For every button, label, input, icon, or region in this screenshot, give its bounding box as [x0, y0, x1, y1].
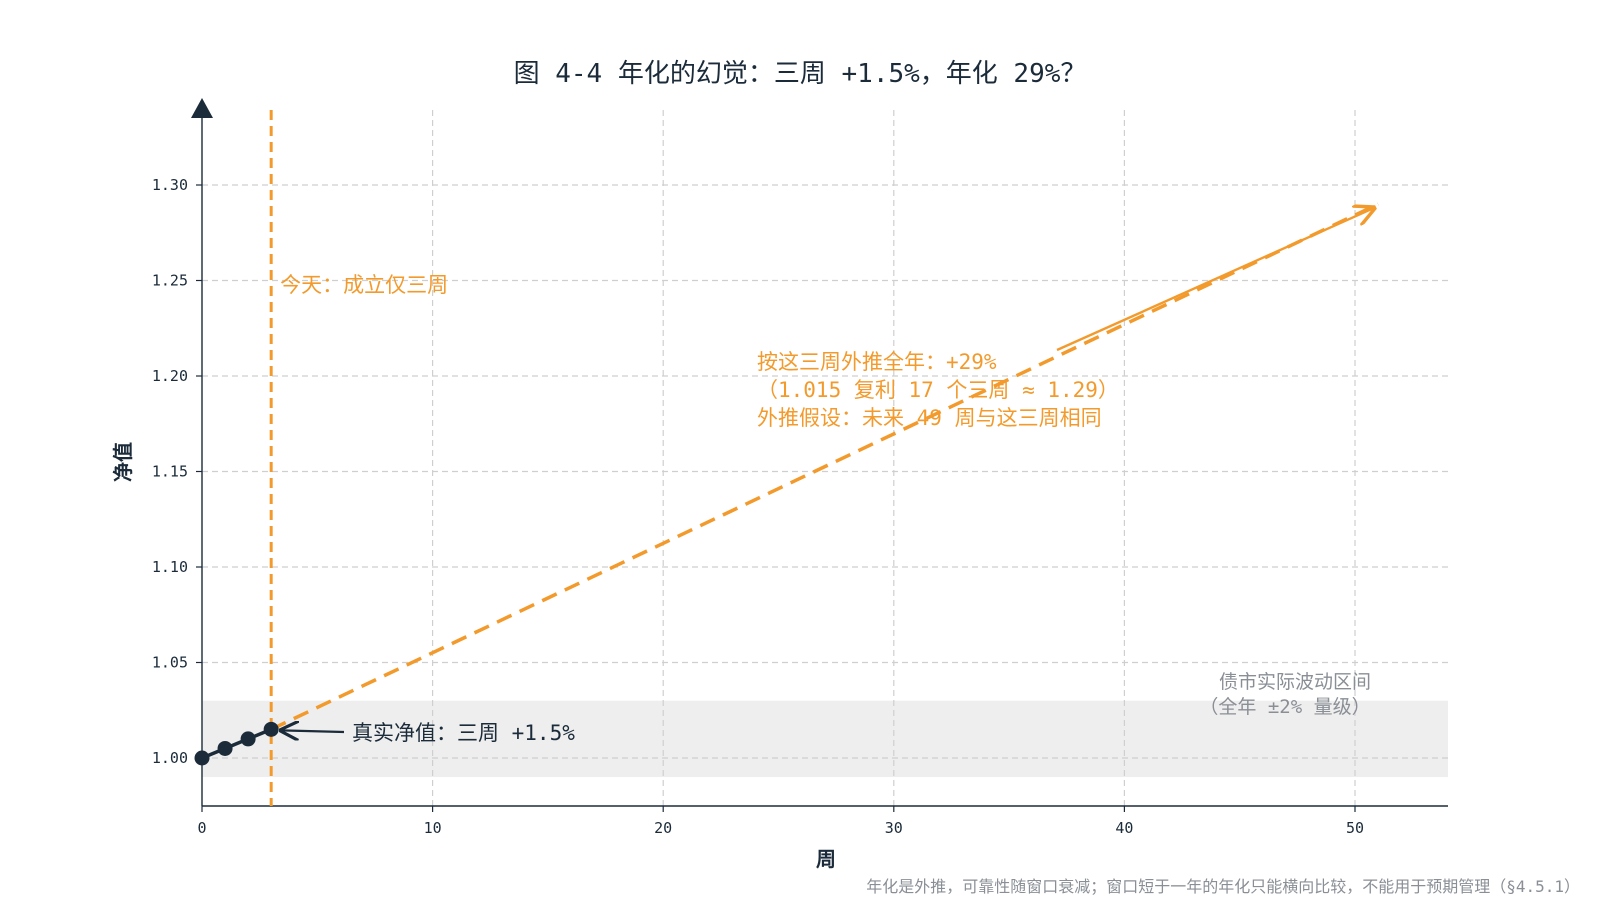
projection-annotation: （1.015 复利 17 个三周 ≈ 1.29） — [757, 378, 1119, 402]
projection-annotation: 外推假设：未来 49 周与这三周相同 — [757, 406, 1102, 430]
y-tick-label: 1.05 — [152, 654, 188, 672]
footnote: 年化是外推，可靠性随窗口衰减；窗口短于一年的年化只能横向比较，不能用于预期管理（… — [866, 877, 1580, 896]
y-axis-label: 净值 — [111, 442, 135, 482]
nav-point — [217, 740, 233, 756]
x-tick-label: 20 — [654, 819, 672, 837]
today-label: 今天：成立仅三周 — [280, 273, 448, 297]
x-tick-label: 0 — [197, 819, 206, 837]
band-label: （全年 ±2% 量级） — [1199, 696, 1370, 718]
projection-arrow — [1056, 208, 1374, 352]
y-tick-label: 1.20 — [152, 367, 188, 385]
x-tick-label: 40 — [1115, 819, 1133, 837]
chart-title: 图 4-4 年化的幻觉：三周 +1.5%，年化 29%？ — [514, 59, 1087, 89]
y-axis-arrow — [191, 98, 213, 118]
x-axis-label: 周 — [816, 847, 836, 871]
nav-point — [194, 750, 210, 766]
nav-arrow — [281, 730, 345, 732]
nav-point — [263, 721, 279, 737]
y-tick-label: 1.10 — [152, 558, 188, 576]
band-label: 债市实际波动区间 — [1219, 671, 1371, 693]
x-tick-label: 50 — [1346, 819, 1364, 837]
y-tick-label: 1.25 — [152, 272, 188, 290]
y-tick-label: 1.00 — [152, 749, 188, 767]
x-tick-label: 30 — [885, 819, 903, 837]
y-tick-label: 1.15 — [152, 463, 188, 481]
y-tick-label: 1.30 — [152, 176, 188, 194]
nav-line — [201, 727, 272, 760]
projection-annotation: 按这三周外推全年：+29% — [757, 350, 997, 374]
x-tick-label: 10 — [424, 819, 442, 837]
nav-annotation: 真实净值：三周 +1.5% — [352, 721, 575, 745]
volatility-band — [202, 700, 1448, 778]
nav-point — [240, 731, 256, 747]
projection-line — [270, 202, 1379, 731]
